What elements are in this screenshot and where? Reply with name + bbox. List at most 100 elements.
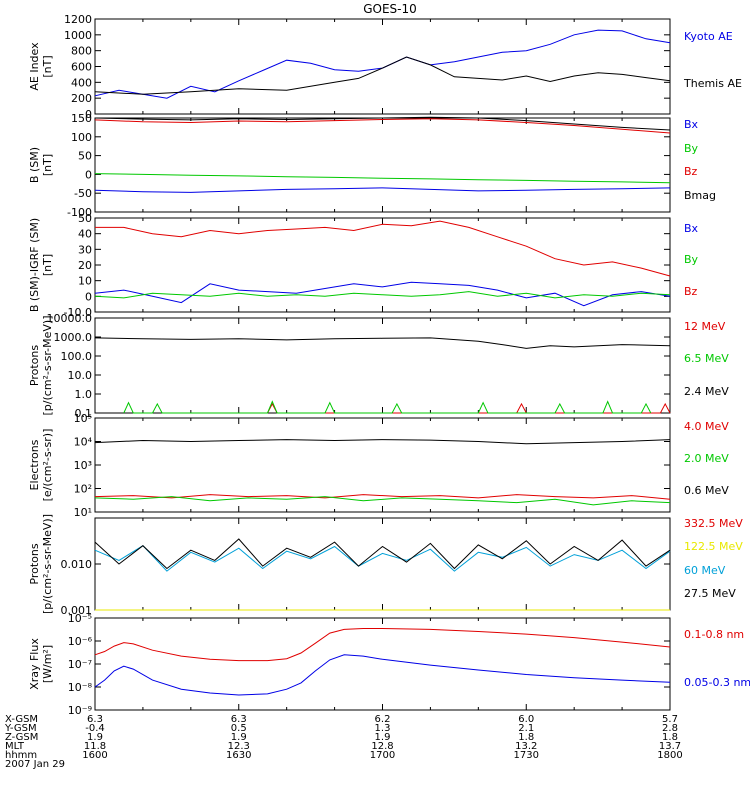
- panel-bsm: -100 -50 0 50 100 150 B (SM) [nT] Bx By Bz Bmag: [28, 112, 716, 219]
- legend-entry: Themis AE: [683, 77, 742, 90]
- legend-entry: Bx: [684, 118, 699, 131]
- y-tick-label: 400: [71, 76, 92, 89]
- x-info-value: 1.8: [518, 732, 534, 743]
- x-info-value: 1800: [657, 750, 682, 761]
- y-tick-label: 40: [78, 228, 92, 241]
- x-info-value: 12.8: [371, 741, 393, 752]
- series-bz: [94, 118, 671, 134]
- series-themis-ae: [94, 56, 671, 95]
- panel-ae: 0 200 400 600 800 1000 1200 AE Index [nT] Kyoto A…: [28, 13, 742, 121]
- x-info-value: 1630: [226, 750, 251, 761]
- legend-entry: 12 MeV: [684, 320, 726, 333]
- x-info-value: 13.2: [515, 741, 537, 752]
- x-info-value: 2.1: [518, 723, 534, 734]
- y-axis-label: [p/(cm²-s-sr-MeV)]: [41, 316, 54, 416]
- y-tick-label: 0.010: [61, 558, 93, 571]
- x-info-value: 1.3: [375, 723, 391, 734]
- y-tick-label: 100: [71, 131, 92, 144]
- series-2-0-mev: [94, 496, 671, 506]
- y-tick-label: 50: [78, 150, 92, 163]
- y-axis-label: Electrons: [28, 439, 41, 490]
- y-axis-label: [nT]: [41, 154, 54, 176]
- y-tick-label: 800: [71, 45, 92, 58]
- series-bz: [95, 220, 671, 277]
- legend-entry: 122.5 MeV: [684, 540, 743, 553]
- y-axis-label: [nT]: [41, 55, 54, 77]
- series-0-6-mev: [94, 439, 671, 445]
- y-tick-label: 10⁻⁶: [68, 635, 93, 648]
- series-bx: [94, 281, 671, 307]
- y-axis-label: B (SM)-IGRF (SM): [28, 218, 41, 312]
- panel-protons_high: 0.001 0.010 Protons [p/(cm²-s-sr-MeV)] 332.5…: [28, 514, 743, 617]
- legend-entry: Bmag: [684, 189, 716, 202]
- chart-title: GOES-10: [363, 2, 417, 16]
- x-info-value: 1.9: [87, 732, 103, 743]
- y-tick-label: -100: [67, 206, 92, 219]
- y-tick-label: 50: [78, 212, 92, 225]
- y-tick-label: 0.001: [61, 604, 93, 617]
- y-tick-label: 10⁵: [74, 412, 92, 425]
- y-axis-label: [nT]: [41, 254, 54, 276]
- series-0-05-0-3-nm: [94, 654, 671, 696]
- panel-electrons: 10¹ 10² 10³ 10⁴ 10⁵ Electrons [e/(cm²-s-sr)] 4.…: [28, 412, 729, 519]
- x-info-row-label: Z-GSM: [5, 732, 38, 743]
- legend-entry: 0.6 MeV: [684, 484, 729, 497]
- legend-entry: 2.0 MeV: [684, 452, 729, 465]
- y-tick-label: 1000.0: [54, 331, 93, 344]
- panel-bigrf: -10.0 0 10 20 30 40 50 B (SM)-IGRF (SM) [nT] Bx By…: [28, 212, 699, 319]
- y-tick-label: 10⁻⁸: [68, 681, 93, 694]
- legend-entry: Bz: [684, 165, 698, 178]
- y-tick-label: 0: [85, 108, 92, 121]
- x-info-value: 0.5: [231, 723, 247, 734]
- x-info-value: 1600: [82, 750, 107, 761]
- legend-entry: Kyoto AE: [684, 30, 733, 43]
- legend-entry: By: [684, 253, 699, 266]
- y-tick-label: 1.0: [75, 388, 93, 401]
- y-axis-label: AE Index: [28, 42, 41, 91]
- x-info-value: 1700: [370, 750, 395, 761]
- y-tick-label: 1000: [64, 29, 92, 42]
- legend-entry: 0.1-0.8 nm: [684, 628, 744, 641]
- x-info-value: 6.0: [518, 714, 534, 725]
- x-info-value: 13.7: [659, 741, 681, 752]
- series-2-4-mev: [94, 337, 671, 349]
- legend-entry: 27.5 MeV: [684, 587, 736, 600]
- x-info-value: 6.3: [231, 714, 247, 725]
- x-info-value: 1.8: [662, 732, 678, 743]
- legend-entry: 6.5 MeV: [684, 352, 729, 365]
- y-tick-label: 10¹: [74, 506, 92, 519]
- y-tick-label: 0: [85, 290, 92, 303]
- y-tick-label: 10⁻⁹: [68, 704, 92, 717]
- y-tick-label: 10.0: [68, 369, 93, 382]
- panel-frame: [94, 617, 671, 711]
- legend-entry: 60 MeV: [684, 564, 726, 577]
- y-tick-label: 10²: [74, 483, 92, 496]
- date-label: 2007 Jan 29: [5, 759, 65, 770]
- panel-frame: [94, 117, 671, 213]
- y-tick-label: 100.0: [61, 350, 93, 363]
- series-bmag: [94, 116, 671, 131]
- panel-protons_low: 0.1 1.0 10.0 100.0 1000.0 10000.0 Protons [p/(c…: [28, 312, 729, 420]
- legend-entry: Bz: [684, 285, 698, 298]
- y-tick-label: 150: [71, 112, 92, 125]
- x-info-value: 1.9: [375, 732, 391, 743]
- y-axis-label: Xray Flux: [28, 638, 41, 690]
- y-tick-label: 200: [71, 92, 92, 105]
- legend-entry: 4.0 MeV: [684, 420, 729, 433]
- y-tick-label: -50: [74, 187, 92, 200]
- y-tick-label: 0.1: [75, 407, 93, 420]
- y-tick-label: 0: [85, 168, 92, 181]
- y-tick-label: -10.0: [64, 306, 92, 319]
- y-axis-label: [W/m²]: [41, 645, 54, 683]
- x-info-value: -0.4: [85, 723, 105, 734]
- y-axis-label: [p/(cm²-s-sr-MeV)]: [41, 514, 54, 614]
- legend-entry: By: [684, 142, 699, 155]
- series-kyoto-ae: [94, 29, 671, 99]
- series-by: [94, 173, 671, 184]
- x-info-value: 1730: [514, 750, 539, 761]
- x-info-row-label: X-GSM: [5, 714, 38, 725]
- series-6-5-mev: [123, 400, 652, 414]
- y-tick-label: 30: [78, 243, 92, 256]
